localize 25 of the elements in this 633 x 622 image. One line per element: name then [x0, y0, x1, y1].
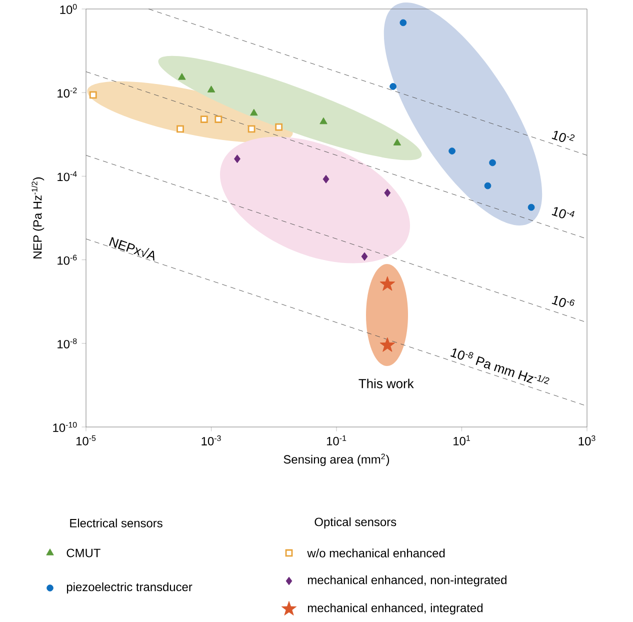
y-tick-label: 10$^{-8}$ — [58, 338, 77, 348]
annotation: This work — [358, 378, 414, 388]
legend-label: mechanical enhanced, non-integrated — [308, 575, 506, 587]
annotation: 10$^{-2}$ — [552, 130, 575, 142]
text: Electrical sensors — [70, 518, 162, 528]
y-axis-title: NEP (Pa Hz$^{-1/2}$) — [31, 177, 44, 258]
y-tick-label: 10$^{-2}$ — [58, 88, 77, 98]
text: Optical sensors — [314, 517, 396, 529]
y-tick-label: 10$^{0}$ — [60, 4, 77, 14]
x-tick-label: 10$^{3}$ — [578, 435, 596, 446]
y-tick-label: 10$^{-6}$ — [58, 254, 77, 265]
annotation: 10$^{-4}$ — [552, 207, 574, 218]
annotation: 10$^{-8}$ Pa mm Hz$^{-1/2}$ — [450, 348, 550, 384]
legend-label: CMUT — [66, 548, 100, 558]
x-axis-title: Sensing area (mm$^{2}$) — [284, 454, 390, 466]
x-tick-label: 10$^{1}$ — [454, 435, 470, 446]
legend-label: mechanical enhanced, integrated — [308, 603, 483, 615]
x-tick-label: 10$^{-1}$ — [326, 435, 346, 446]
x-tick-label: 10$^{-3}$ — [202, 435, 221, 446]
y-tick-label: 10$^{-10}$ — [53, 422, 77, 432]
legend-label: w/o mechanical enhanced — [307, 548, 445, 558]
y-tick-label: 10$^{-4}$ — [58, 171, 77, 182]
annotation: 10$^{-6}$ — [552, 296, 575, 308]
x-tick-label: 10$^{-5}$ — [76, 435, 96, 446]
legend-label: piezoelectric transducer — [66, 582, 192, 594]
